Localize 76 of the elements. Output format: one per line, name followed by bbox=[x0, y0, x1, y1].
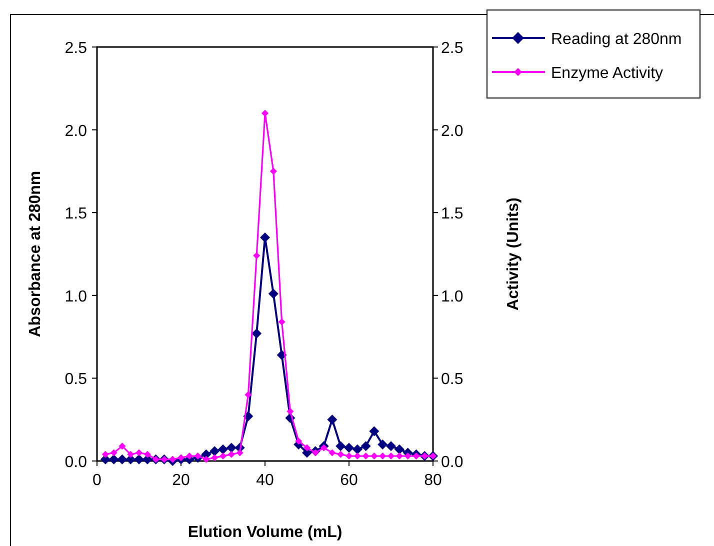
point bbox=[295, 438, 302, 445]
point bbox=[117, 454, 128, 464]
x-tick-label: 40 bbox=[256, 472, 274, 489]
point bbox=[378, 439, 388, 450]
x-tick-label: 0 bbox=[92, 472, 102, 489]
point bbox=[337, 450, 344, 458]
point bbox=[260, 232, 270, 242]
point bbox=[386, 441, 396, 452]
point bbox=[102, 450, 109, 458]
point bbox=[236, 449, 244, 456]
y-tick-label: 1.5 bbox=[64, 206, 88, 223]
y2-axis-title: Activity (Units) bbox=[505, 198, 522, 310]
point bbox=[144, 450, 151, 458]
point bbox=[404, 452, 412, 460]
point bbox=[396, 452, 403, 460]
y2-tick-label: 2.5 bbox=[441, 40, 464, 57]
point bbox=[336, 441, 346, 452]
point bbox=[286, 408, 294, 415]
point bbox=[110, 449, 118, 456]
point bbox=[210, 446, 220, 456]
point bbox=[360, 441, 371, 452]
point bbox=[268, 288, 278, 299]
point bbox=[320, 444, 328, 452]
point bbox=[127, 450, 134, 458]
point bbox=[362, 452, 370, 460]
point bbox=[270, 168, 277, 175]
point bbox=[327, 414, 338, 425]
point bbox=[328, 449, 336, 456]
y2-tick-label: 0.0 bbox=[441, 454, 464, 471]
point bbox=[134, 454, 144, 464]
point bbox=[202, 456, 210, 463]
y-tick-label: 0.0 bbox=[64, 454, 88, 471]
y-tick-label: 1.0 bbox=[64, 288, 88, 306]
point bbox=[344, 442, 354, 453]
point bbox=[226, 442, 236, 453]
y-axis-title: Absorbance at 280nm bbox=[27, 170, 44, 338]
point bbox=[228, 450, 235, 458]
y-tick-label: 2.0 bbox=[64, 122, 88, 140]
point bbox=[244, 391, 252, 398]
x-axis-title: Elution Volume (mL) bbox=[188, 524, 342, 541]
y2-tick-label: 1.0 bbox=[441, 288, 464, 306]
point bbox=[346, 452, 352, 460]
y2-tick-label: 0.5 bbox=[441, 371, 464, 388]
point bbox=[262, 110, 268, 117]
point bbox=[412, 452, 420, 460]
point bbox=[394, 444, 404, 454]
x-tick-label: 60 bbox=[340, 472, 358, 489]
point bbox=[312, 449, 319, 456]
point bbox=[211, 454, 218, 462]
point bbox=[278, 318, 286, 326]
y-tick-label: 0.5 bbox=[64, 371, 88, 388]
point bbox=[252, 328, 262, 338]
y-tick-label: 2.5 bbox=[64, 40, 88, 57]
point bbox=[118, 442, 126, 450]
x-tick-label: 80 bbox=[424, 472, 442, 489]
x-tick-label: 20 bbox=[172, 472, 190, 489]
point bbox=[352, 444, 362, 454]
point bbox=[388, 452, 394, 460]
point bbox=[218, 444, 228, 454]
point bbox=[220, 452, 226, 460]
point bbox=[169, 456, 176, 463]
legend-label: Enzyme Activity bbox=[551, 65, 664, 82]
point bbox=[136, 449, 142, 456]
y2-tick-label: 1.5 bbox=[441, 206, 464, 223]
point bbox=[253, 252, 260, 260]
y2-tick-label: 2.0 bbox=[441, 122, 464, 140]
point bbox=[370, 452, 378, 460]
point bbox=[178, 454, 184, 462]
legend-label: Reading at 280nm bbox=[551, 31, 682, 48]
point bbox=[379, 452, 386, 460]
point bbox=[108, 454, 119, 464]
point bbox=[194, 452, 202, 460]
point bbox=[369, 426, 380, 436]
point bbox=[304, 444, 310, 452]
point bbox=[186, 452, 193, 460]
point bbox=[354, 452, 361, 460]
